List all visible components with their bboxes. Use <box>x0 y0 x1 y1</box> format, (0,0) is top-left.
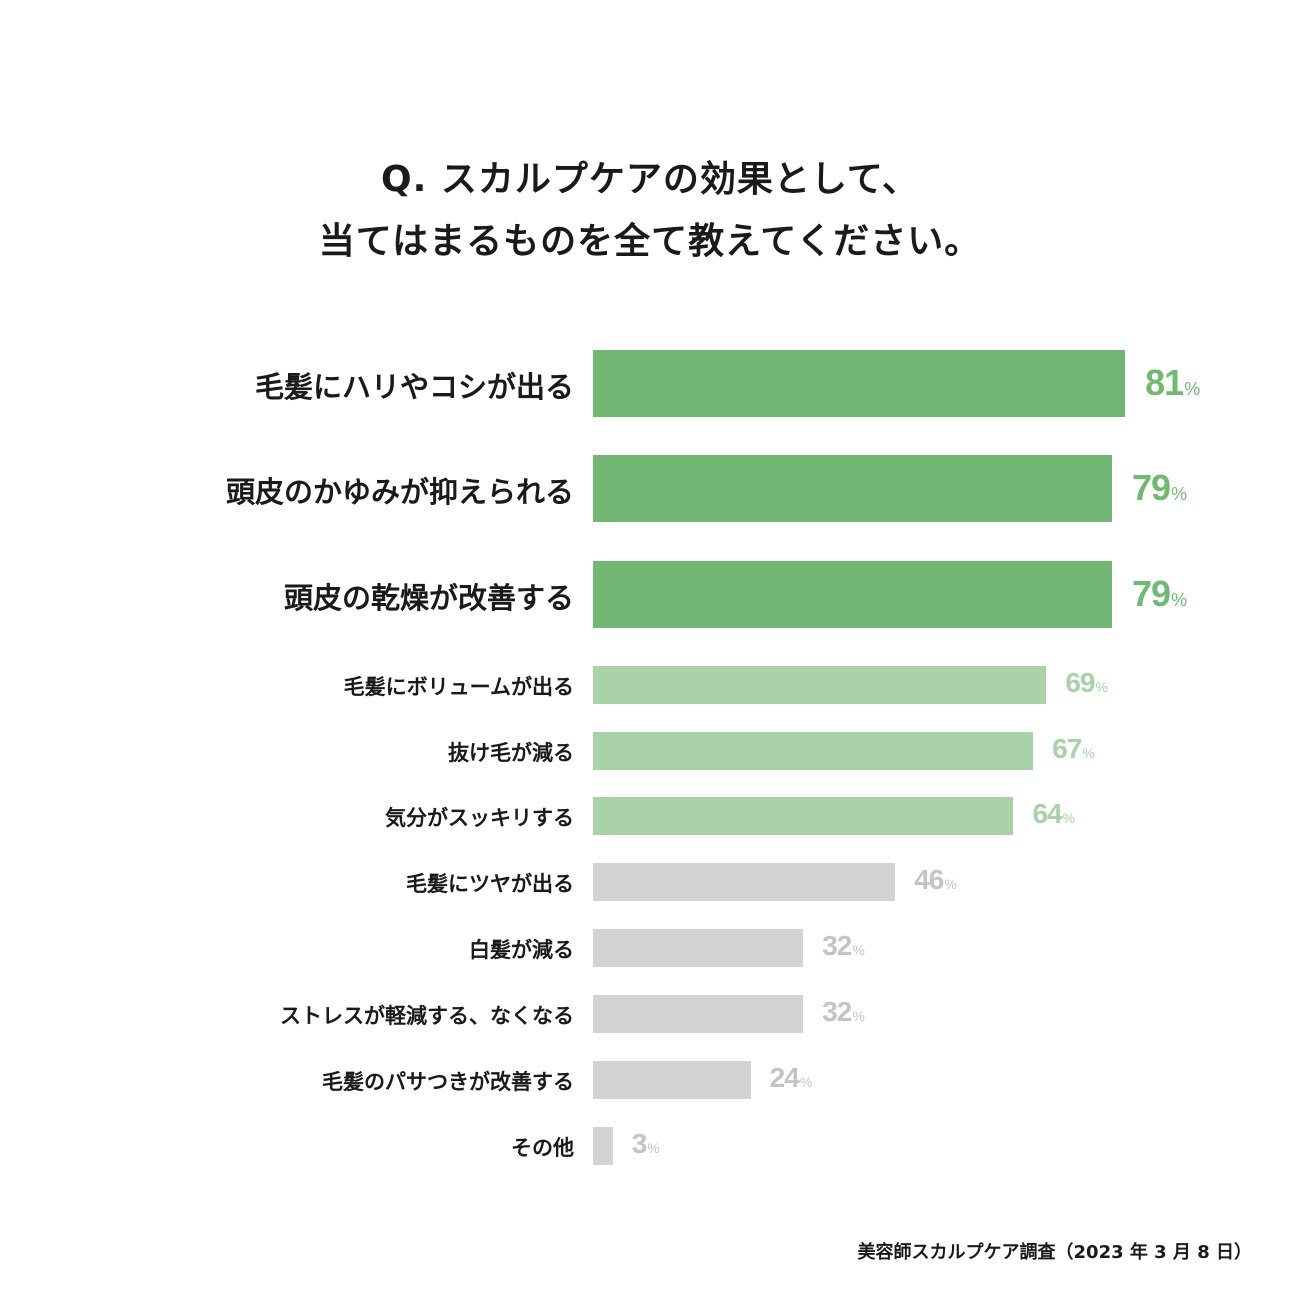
category-label: 頭皮の乾燥が改善する <box>283 580 574 615</box>
bar <box>593 995 804 1033</box>
value-number: 69 <box>1065 667 1095 698</box>
bar <box>593 797 1014 835</box>
percent-unit: % <box>1171 483 1188 504</box>
value-label: 32% <box>822 930 865 962</box>
percent-unit: % <box>1171 589 1188 610</box>
bar <box>593 929 804 967</box>
value-number: 46 <box>914 864 944 895</box>
value-number: 24 <box>769 1062 800 1093</box>
bar <box>593 666 1047 704</box>
category-label: 毛髪にハリやコシが出る <box>254 369 574 404</box>
percent-unit: % <box>852 942 865 958</box>
category-label: 毛髪のパサつきが改善する <box>322 1070 574 1094</box>
value-label: 3% <box>632 1128 660 1160</box>
bar <box>593 350 1126 417</box>
bar <box>593 1061 751 1099</box>
value-number: 67 <box>1052 733 1082 764</box>
chart-title-line2: 当てはまるものを全て教えてください。 <box>318 221 982 262</box>
chart-title-line1: Q. スカルプケアの効果として、 <box>381 159 919 200</box>
value-label: 67% <box>1052 733 1095 765</box>
category-label: 白髪が減る <box>469 938 574 962</box>
category-label: 毛髪にツヤが出る <box>406 872 574 896</box>
bar <box>593 863 896 901</box>
value-number: 64 <box>1032 798 1062 829</box>
percent-unit: % <box>1062 810 1076 826</box>
value-label: 46% <box>914 864 957 896</box>
percent-unit: % <box>1184 378 1201 399</box>
value-number: 32 <box>822 930 852 961</box>
category-label: 頭皮のかゆみが抑えられる <box>225 474 574 509</box>
percent-unit: % <box>1095 679 1108 695</box>
value-label: 79% <box>1132 467 1187 509</box>
source-note: 美容師スカルプケア調査（2023 年 3 月 8 日） <box>857 1242 1252 1263</box>
value-label: 79% <box>1132 573 1187 615</box>
category-label: 抜け毛が減る <box>448 741 574 765</box>
percent-unit: % <box>852 1008 865 1024</box>
value-number: 3 <box>631 1128 648 1159</box>
bar <box>593 561 1113 628</box>
category-label: 毛髪にボリュームが出る <box>343 675 574 699</box>
value-number: 79 <box>1132 572 1171 614</box>
value-label: 64% <box>1032 798 1075 830</box>
bar <box>593 1127 613 1165</box>
bar <box>593 732 1034 770</box>
percent-unit: % <box>799 1074 813 1090</box>
value-label: 69% <box>1065 667 1108 699</box>
value-label: 81% <box>1145 362 1200 404</box>
category-label: ストレスが軽減する、なくなる <box>280 1004 574 1028</box>
value-number: 79 <box>1132 466 1171 508</box>
percent-unit: % <box>944 876 957 892</box>
percent-unit: % <box>1082 745 1095 761</box>
value-label: 24% <box>770 1062 813 1094</box>
category-label: その他 <box>511 1136 574 1160</box>
bar <box>593 455 1113 522</box>
category-label: 気分がスッキリする <box>385 806 574 830</box>
percent-unit: % <box>647 1140 660 1156</box>
value-label: 32% <box>822 996 865 1028</box>
value-number: 81 <box>1145 361 1184 403</box>
value-number: 32 <box>822 996 852 1027</box>
